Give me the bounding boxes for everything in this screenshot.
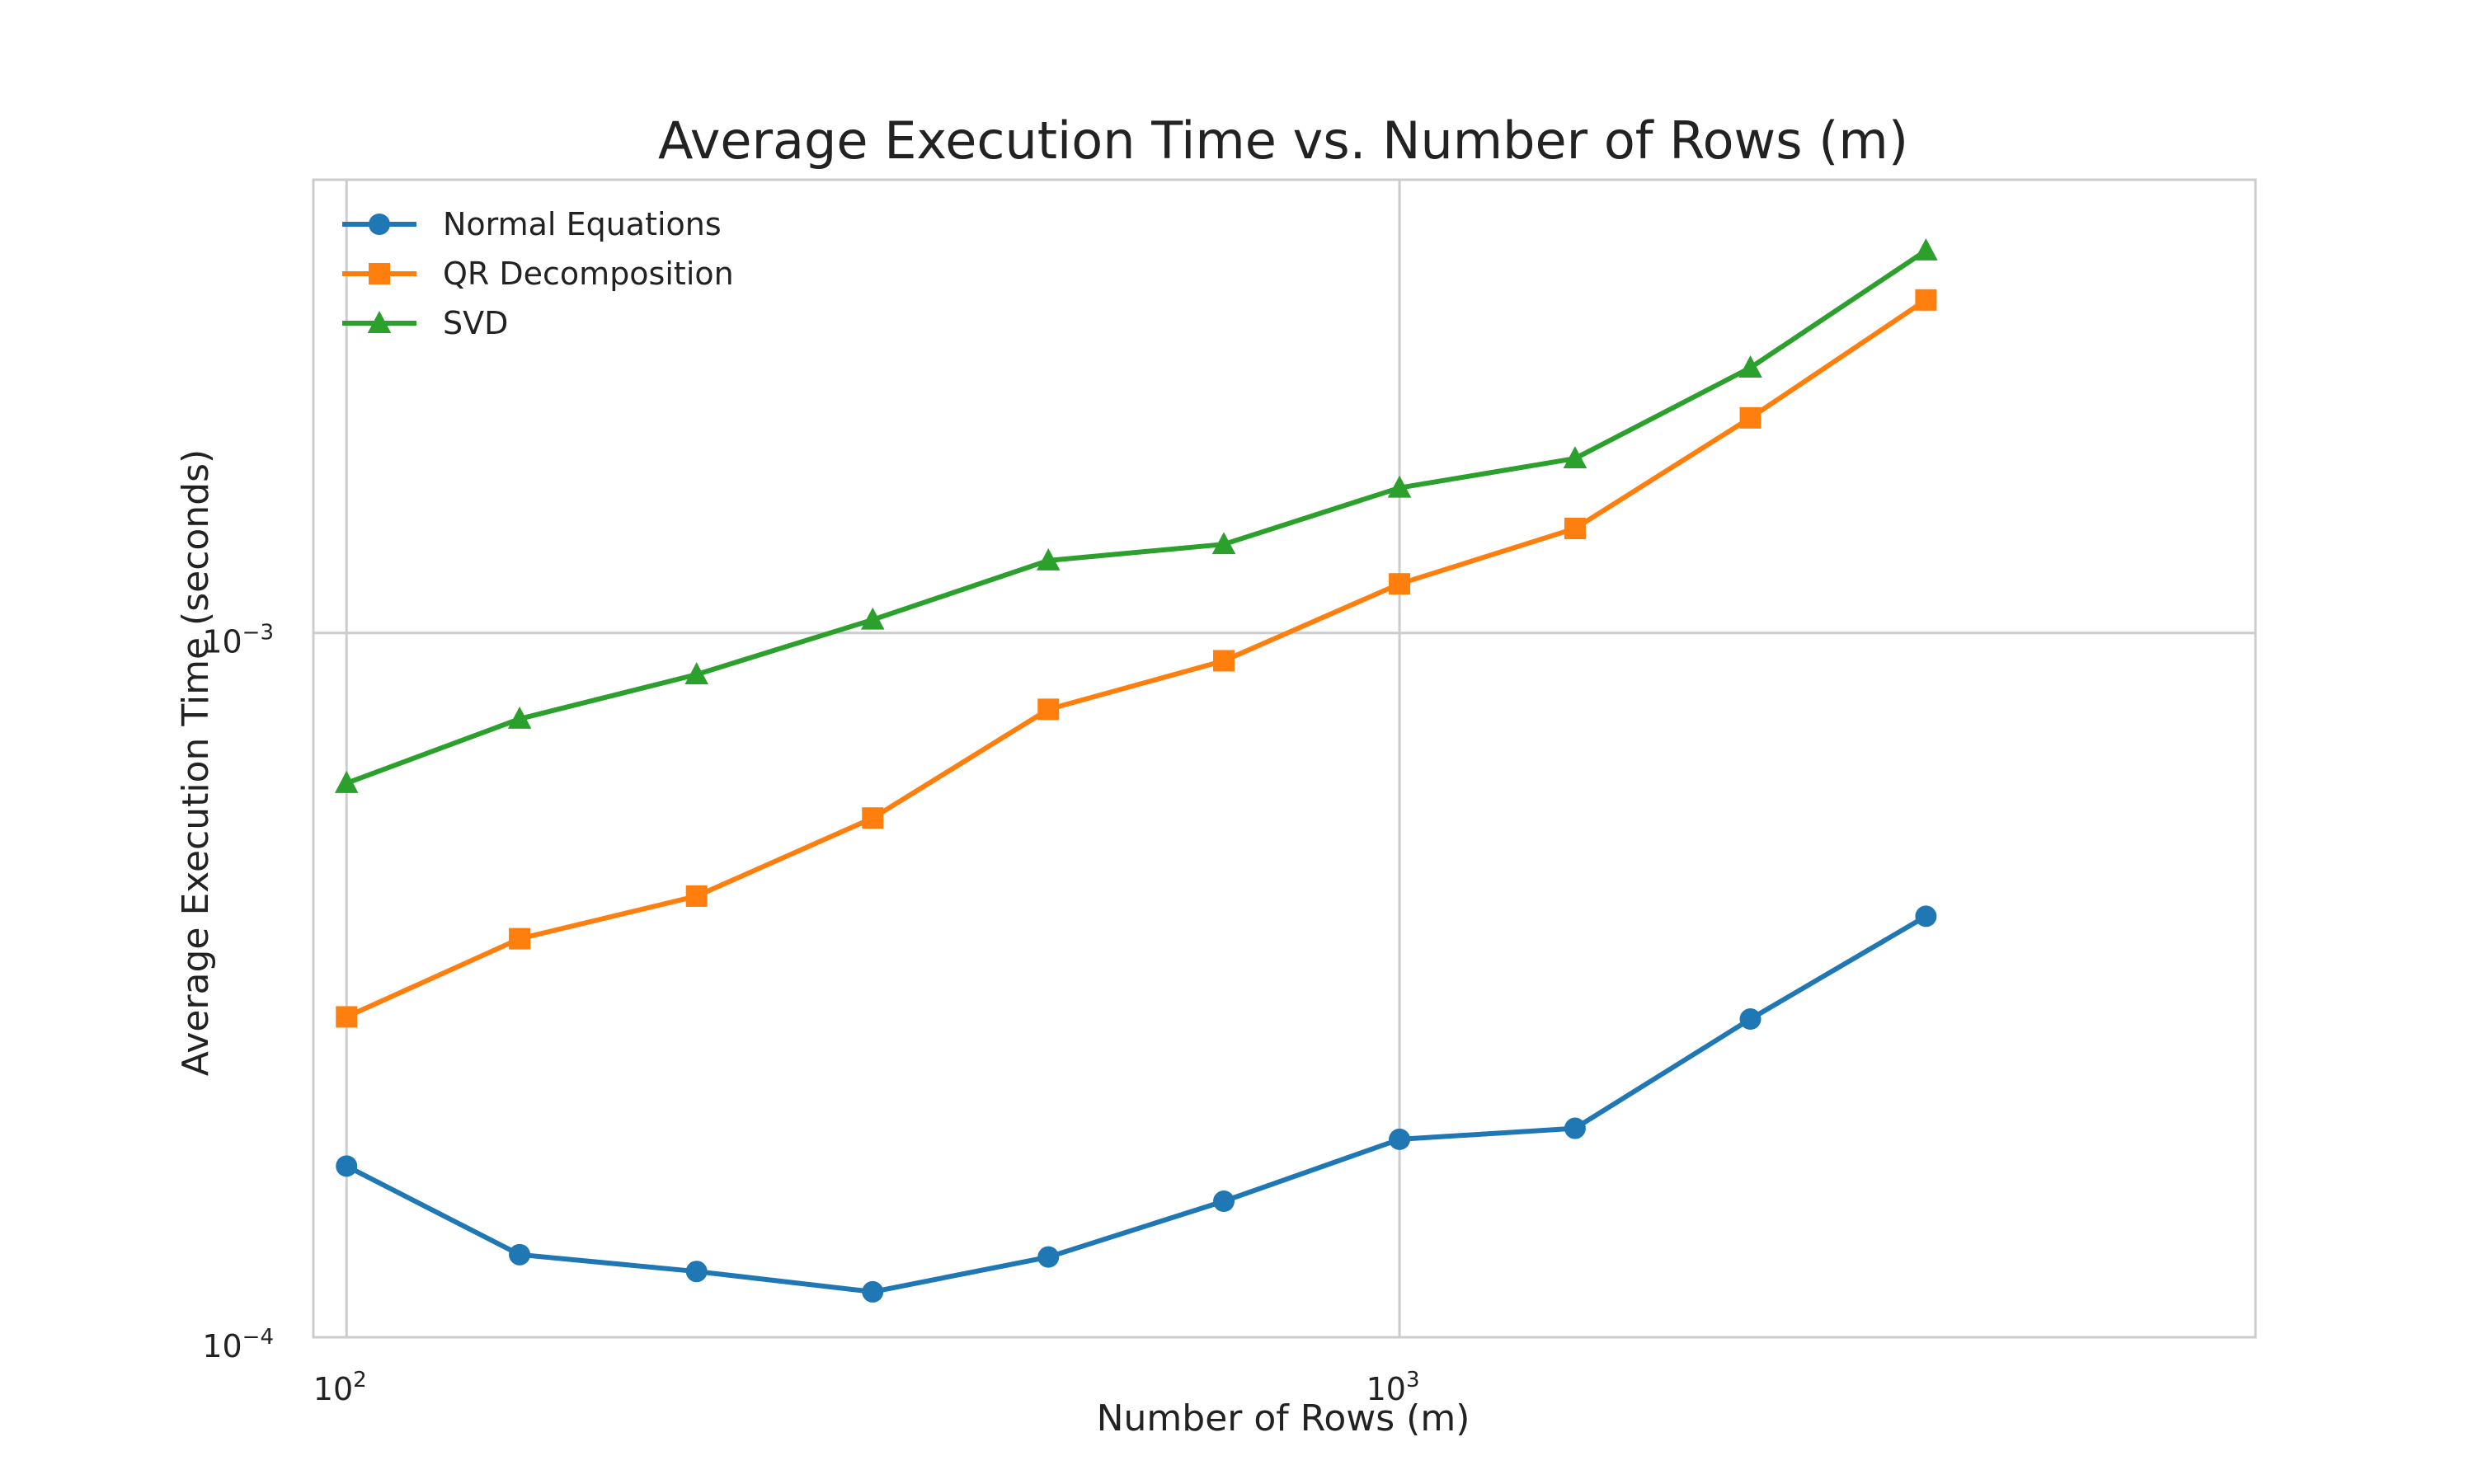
legend-item-svd: SVD: [342, 305, 508, 341]
qr-decomposition-point: [1564, 518, 1586, 540]
qr-decomposition-point: [1037, 698, 1060, 721]
normal-equations-line: [345, 913, 1927, 1294]
x-axis-label: Number of Rows (m): [1097, 1397, 1470, 1439]
normal-equations-point: [685, 1261, 708, 1283]
svd-line: [346, 248, 1928, 786]
legend-marker: [369, 214, 390, 235]
qr-decomposition-point: [1213, 650, 1235, 672]
legend-item-normal-equations: Normal Equations: [342, 206, 722, 242]
svd-point: [1036, 547, 1061, 571]
normal-equations-point: [509, 1243, 531, 1266]
svd-point: [1387, 475, 1412, 498]
series-layer: [334, 238, 1938, 1303]
svd-point: [1738, 355, 1762, 378]
qr-decomposition-point: [1389, 573, 1411, 595]
legend-marker: [369, 263, 390, 284]
legend-label: SVD: [443, 305, 508, 341]
normal-equations-point: [1389, 1128, 1411, 1150]
svd-point: [684, 662, 709, 685]
qr-decomposition-point: [862, 807, 884, 829]
legend-label: QR Decomposition: [443, 256, 734, 292]
normal-equations-point: [336, 1155, 358, 1177]
y-axis-label: Average Execution Time (seconds): [175, 449, 217, 1076]
legend-marker: [367, 311, 392, 333]
qr-decomposition-point: [1915, 289, 1937, 311]
qr-decomposition-line: [345, 298, 1928, 1020]
normal-equations-point: [1213, 1190, 1235, 1213]
normal-equations-point: [1915, 905, 1937, 928]
svd-point: [1563, 446, 1587, 469]
qr-decomposition-point: [1739, 406, 1761, 429]
legend-label: Normal Equations: [443, 206, 722, 242]
x-tick-label: 102: [313, 1368, 367, 1407]
y-tick-label: 10−4: [202, 1325, 274, 1364]
qr-decomposition-point: [509, 928, 531, 950]
series-qr-decomposition: [336, 289, 1937, 1028]
normal-equations-point: [1037, 1246, 1060, 1268]
svd-point: [334, 770, 359, 793]
normal-equations-point: [1739, 1008, 1761, 1031]
legend-item-qr-decomposition: QR Decomposition: [342, 256, 734, 292]
legend: Normal Equations QR Decomposition SVD: [342, 206, 734, 341]
y-tick-label: 10−3: [202, 621, 274, 660]
qr-decomposition-point: [685, 885, 708, 907]
plot-frame: [312, 178, 2257, 1339]
qr-decomposition-point: [336, 1006, 358, 1028]
series-normal-equations: [336, 905, 1937, 1303]
tick-labels: 102 103 10−4 10−3: [202, 621, 1419, 1407]
series-svd: [334, 238, 1938, 793]
svd-point: [860, 607, 885, 630]
x-tick-label: 103: [1366, 1368, 1420, 1407]
normal-equations-point: [1564, 1117, 1586, 1139]
svd-point: [1211, 532, 1236, 555]
normal-equations-point: [862, 1280, 884, 1303]
chart-title: Average Execution Time vs. Number of Row…: [658, 110, 1908, 171]
svd-point: [507, 707, 532, 729]
svd-point: [1914, 238, 1938, 261]
